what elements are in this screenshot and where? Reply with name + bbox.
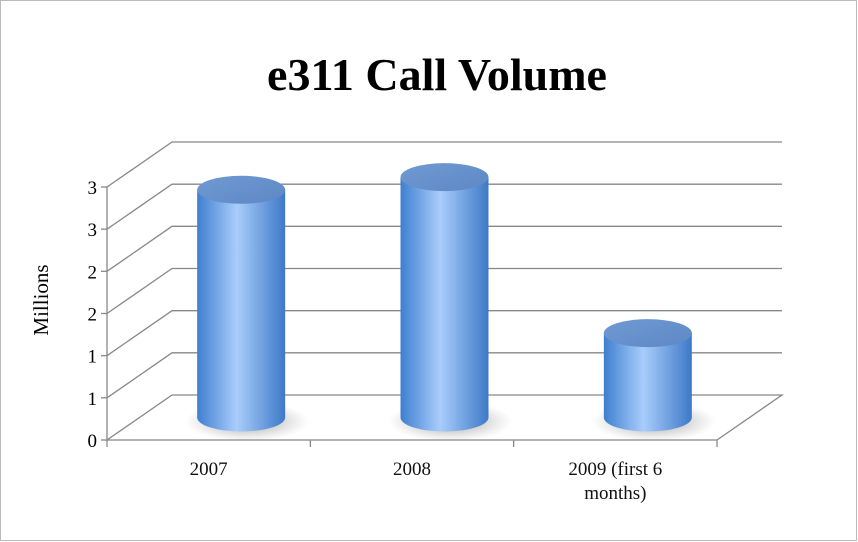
y-tick-label: 1 bbox=[88, 389, 98, 410]
grid-line bbox=[106, 310, 782, 357]
grid-line bbox=[106, 183, 782, 230]
grid-line bbox=[106, 225, 782, 272]
bar bbox=[603, 333, 692, 432]
grid-line bbox=[106, 352, 782, 399]
grid-line bbox=[106, 141, 782, 188]
bar-cap bbox=[197, 175, 286, 204]
y-tick-label: 0 bbox=[88, 431, 98, 452]
bar-cap bbox=[603, 319, 692, 348]
x-tick-label: 2007 bbox=[189, 459, 228, 480]
grid-line bbox=[106, 267, 782, 315]
y-tick-label: 3 bbox=[88, 220, 98, 241]
y-tick-label: 3 bbox=[88, 178, 98, 199]
x-tick-label: 2009 (first 6 months) bbox=[568, 459, 663, 504]
chart-title: e311 Call Volume bbox=[267, 49, 607, 100]
y-tick-label: 1 bbox=[88, 347, 98, 368]
y-tick-label: 2 bbox=[88, 262, 98, 283]
y-tick-label: 2 bbox=[88, 305, 98, 326]
bar bbox=[197, 189, 286, 432]
x-tick-label: 2008 bbox=[393, 459, 431, 480]
bar bbox=[400, 177, 489, 432]
y-axis-label: Millions bbox=[29, 264, 53, 335]
bar-cap bbox=[400, 163, 489, 192]
